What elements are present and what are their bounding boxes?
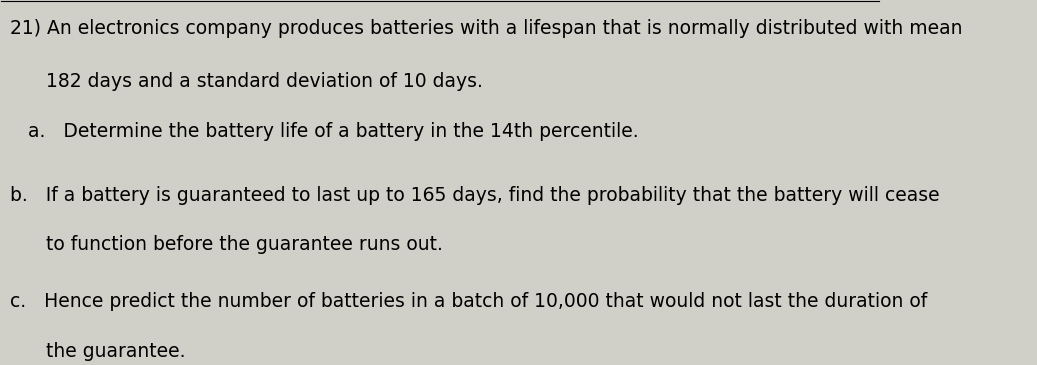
Text: 21) An electronics company produces batteries with a lifespan that is normally d: 21) An electronics company produces batt… [10,19,962,38]
Text: to function before the guarantee runs out.: to function before the guarantee runs ou… [10,235,443,254]
Text: the guarantee.: the guarantee. [10,342,186,361]
Text: c.   Hence predict the number of batteries in a batch of 10,000 that would not l: c. Hence predict the number of batteries… [10,292,927,311]
Text: b.   If a battery is guaranteed to last up to 165 days, find the probability tha: b. If a battery is guaranteed to last up… [10,186,940,205]
Text: a.   Determine the battery life of a battery in the 14th percentile.: a. Determine the battery life of a batte… [10,122,639,141]
Text: 182 days and a standard deviation of 10 days.: 182 days and a standard deviation of 10 … [10,72,483,91]
